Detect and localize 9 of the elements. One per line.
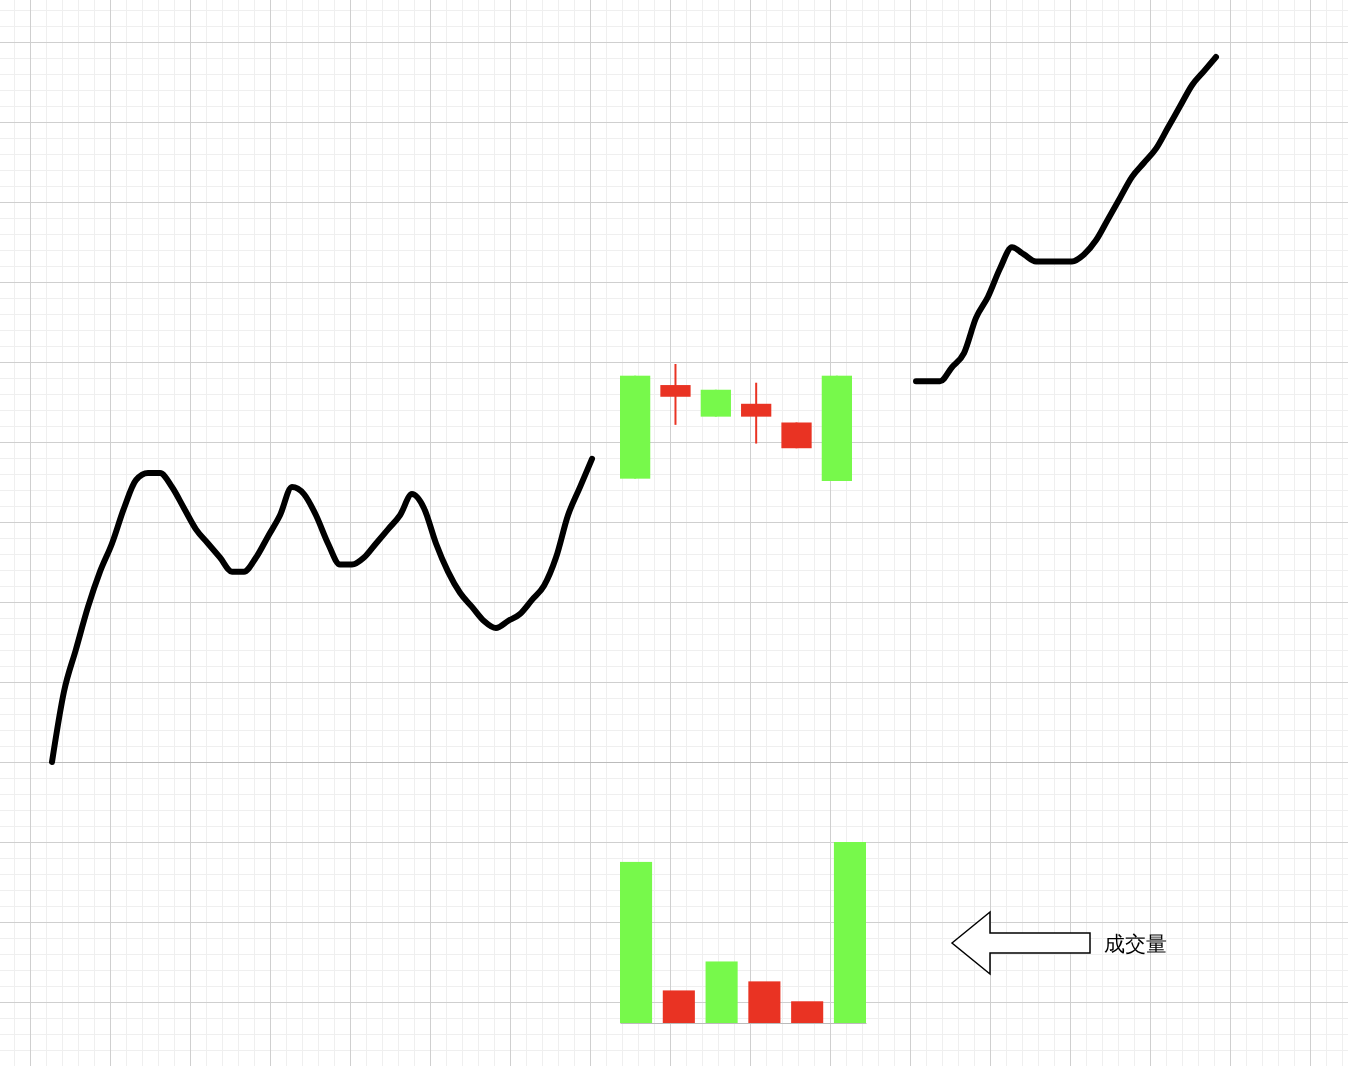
bar bbox=[705, 961, 738, 1023]
bar bbox=[620, 861, 653, 1023]
candlestick bbox=[741, 381, 772, 445]
text: 成交量 bbox=[1104, 932, 1167, 956]
candlestick bbox=[660, 363, 691, 426]
bar bbox=[662, 990, 695, 1023]
bar bbox=[791, 1001, 824, 1023]
bar bbox=[833, 842, 866, 1023]
bar bbox=[748, 981, 781, 1023]
